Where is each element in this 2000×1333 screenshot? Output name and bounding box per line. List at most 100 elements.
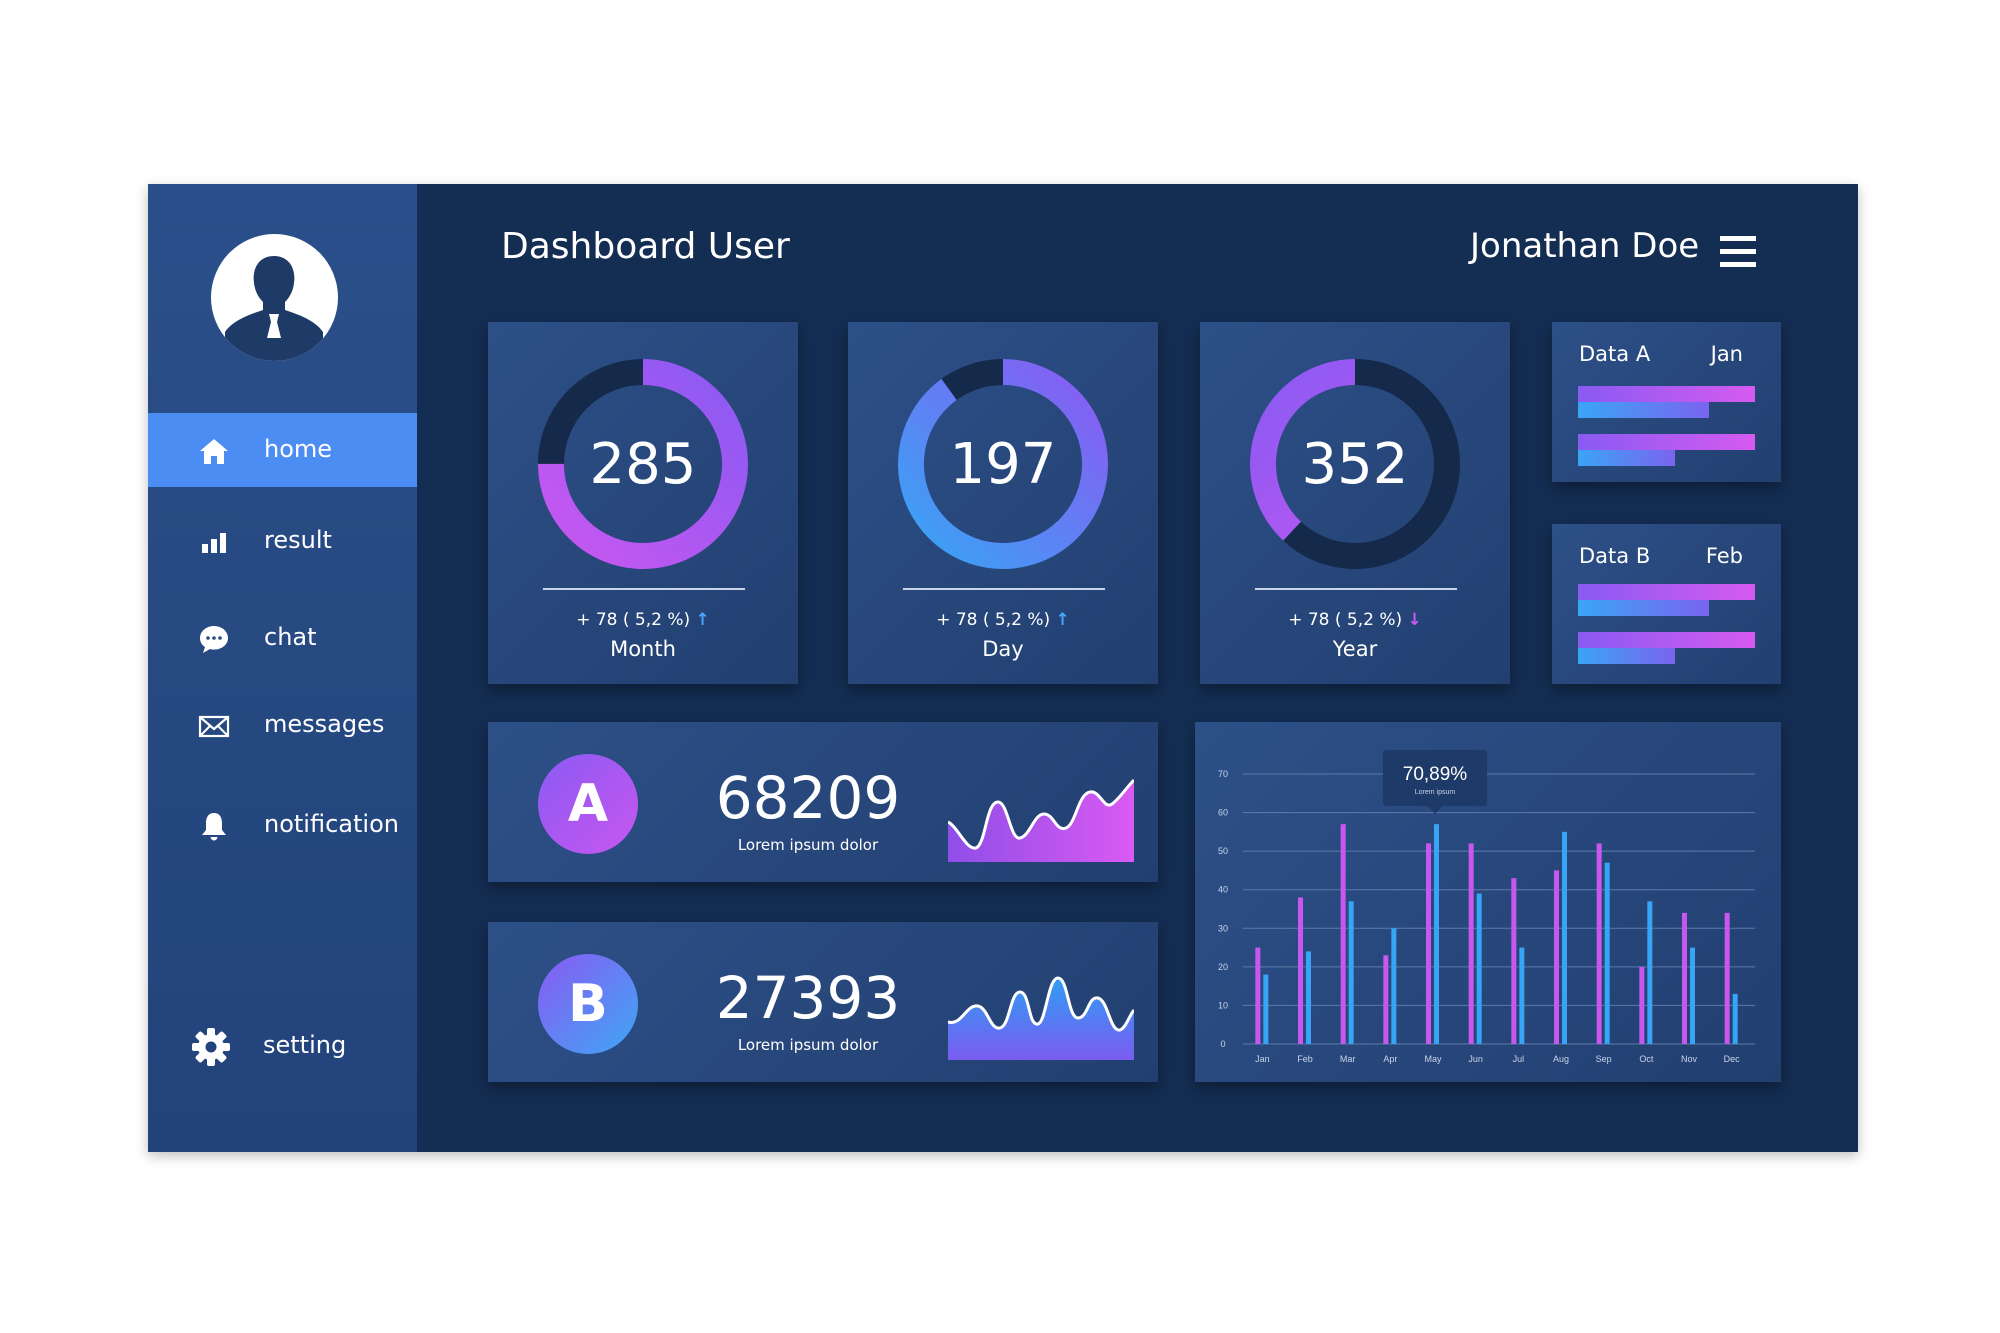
arrow-down-icon: ↓ [1407,610,1422,630]
donut-chart [898,359,1108,569]
user-avatar[interactable] [211,234,338,361]
sidebar-item-label: home [264,435,333,463]
y-tick-label: 60 [1218,808,1228,818]
x-tick-label: Jan [1255,1054,1270,1064]
donut-value: 197 [949,432,1057,497]
stat-caption: Lorem ipsum dolor [737,1036,879,1054]
y-tick-label: 70 [1218,769,1228,779]
mini-bar [1578,450,1676,466]
change-text: + 78 ( 5,2 %) ↓ [1200,610,1510,630]
y-tick-label: 10 [1218,1000,1228,1010]
change-value: + 78 ( 5,2 %) [936,610,1051,630]
y-tick-label: 30 [1218,923,1228,933]
envelope-icon [198,715,230,738]
sidebar-item-chat[interactable]: chat [148,601,417,675]
monthly-bar-chart-card: 0 10 20 30 40 50 60 70 Jan Feb Mar Apr May Jun Jul Aug S… [1195,722,1781,1082]
x-tick-label: Oct [1639,1054,1654,1064]
donut-arc [538,359,748,569]
tooltip-pointer [1428,806,1442,814]
x-tick-label: Jun [1468,1054,1483,1064]
mini-bar [1578,386,1755,402]
sidebar-item-label: chat [264,623,317,651]
donut-arc [1250,359,1460,569]
sidebar-item-setting[interactable]: setting [148,1009,417,1083]
mini-bar [1578,434,1755,450]
mini-bar [1578,600,1709,616]
dashboard-window: home result chat [148,184,1858,1152]
bar [1476,893,1482,1044]
tooltip-value: 70,89% [1403,764,1468,785]
bar [1562,831,1567,1044]
donut-value: 352 [1301,432,1409,497]
change-value: + 78 ( 5,2 %) [1288,610,1403,630]
divider [903,588,1105,590]
user-silhouette-icon [225,256,323,361]
donut-chart [538,359,748,569]
x-tick-label: Apr [1383,1054,1397,1064]
bar [1511,878,1517,1044]
sidebar: home result chat [148,184,417,1152]
bar [1647,901,1653,1044]
stat-value: 27393 [715,964,901,1032]
y-tick-label: 50 [1218,846,1228,856]
x-tick-label: Nov [1681,1054,1698,1064]
x-tick-label: Mar [1340,1054,1356,1064]
mini-bar [1578,648,1676,664]
period-label: Year [1332,637,1378,661]
bar [1383,955,1389,1044]
page-title: Dashboard User [501,226,790,267]
mini-card-month: Jan [1710,342,1743,366]
bar-chart: 0 10 20 30 40 50 60 70 Jan Feb Mar Apr May Jun Jul Aug S… [1218,750,1755,1064]
bar [1724,912,1730,1044]
mini-card-month: Feb [1705,544,1743,568]
hamburger-menu-icon[interactable] [1720,234,1756,270]
bar [1690,947,1695,1044]
bar [1426,843,1431,1044]
x-tick-label: Dec [1724,1054,1741,1064]
bar [1596,843,1602,1044]
x-tick-label: Sep [1596,1054,1612,1064]
badge-a: A [538,754,638,854]
wave-sparkline [948,778,1134,862]
mini-bar [1578,584,1755,600]
tooltip-box [1383,750,1487,806]
divider [1255,588,1457,590]
arrow-up-icon: ↑ [1055,610,1070,630]
bar [1604,862,1610,1044]
bar-chart-icon [202,533,226,553]
bar [1298,897,1303,1044]
change-text: + 78 ( 5,2 %) ↑ [848,610,1158,630]
sidebar-item-result[interactable]: result [148,504,417,578]
mini-bar [1578,402,1709,418]
bar [1682,912,1687,1044]
stat-value: 68209 [715,764,901,832]
day-stat-card: 197 + 78 ( 5,2 %) ↑ Day [848,322,1158,684]
year-stat-card: 352 + 78 ( 5,2 %) ↓ Year [1200,322,1510,684]
stat-card-a: A 68209 Lorem ipsum dolor [488,722,1158,882]
donut-arc [898,359,1108,569]
y-tick-label: 20 [1218,962,1228,972]
sidebar-item-notification[interactable]: notification [148,788,417,862]
chat-bubble-icon [200,626,228,653]
bar [1255,947,1261,1044]
home-icon [200,439,228,464]
sidebar-item-home[interactable]: home [148,413,417,487]
wave-sparkline [948,976,1134,1060]
sidebar-item-label: messages [264,710,385,738]
bar [1306,951,1311,1044]
bar [1391,928,1397,1044]
x-tick-label: May [1424,1054,1442,1064]
sidebar-item-label: notification [264,810,399,838]
bar [1340,824,1346,1044]
sidebar-item-label: result [264,526,332,554]
data-a-card: Data A Jan [1552,322,1781,482]
sidebar-item-messages[interactable]: messages [148,688,417,762]
user-name: Jonathan Doe [1470,226,1700,266]
bar [1468,843,1474,1044]
month-stat-card: 285 + 78 ( 5,2 %) ↑ Month [488,322,798,684]
stat-card-b: B 27393 Lorem ipsum dolor [488,922,1158,1082]
donut-chart [1250,359,1460,569]
bell-icon [202,813,226,841]
chart-tooltip: 70,89% Lorem ipsum [1383,750,1487,814]
mini-bar [1578,632,1755,648]
